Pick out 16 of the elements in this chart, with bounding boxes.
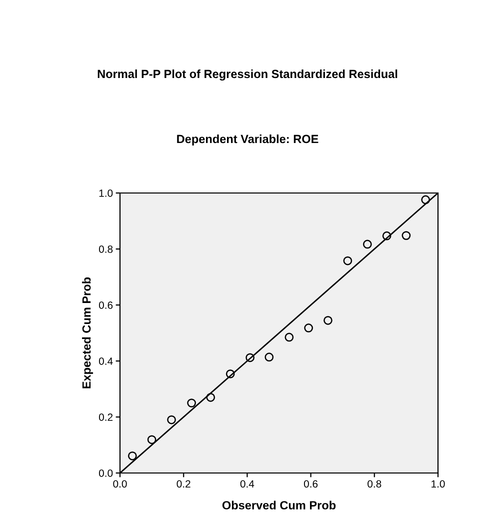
x-tick-label: 1.0 xyxy=(432,480,445,488)
y-tick-label: 0.8 xyxy=(98,246,113,253)
x-tick-label: 0.2 xyxy=(176,480,190,488)
x-tick-label: 0.4 xyxy=(240,480,254,488)
y-tick-label: 0.2 xyxy=(98,414,113,421)
x-tick-label: 0.8 xyxy=(368,480,382,488)
y-tick-label: 0.6 xyxy=(98,302,113,309)
chart-title: Normal P-P Plot of Regression Standardized Residual xyxy=(98,69,398,81)
x-tick-label: 0.6 xyxy=(304,480,318,488)
y-tick-label: 0.0 xyxy=(98,470,113,477)
y-axis-title: Expected Cum Prob xyxy=(82,277,94,388)
y-tick-label: 0.4 xyxy=(98,358,113,365)
x-axis-title: Observed Cum Prob xyxy=(222,500,336,510)
chart-subtitle: Dependent Variable: ROE xyxy=(177,134,318,146)
x-tick-label: 0.0 xyxy=(113,480,127,488)
y-tick-label: 1.0 xyxy=(99,190,113,197)
